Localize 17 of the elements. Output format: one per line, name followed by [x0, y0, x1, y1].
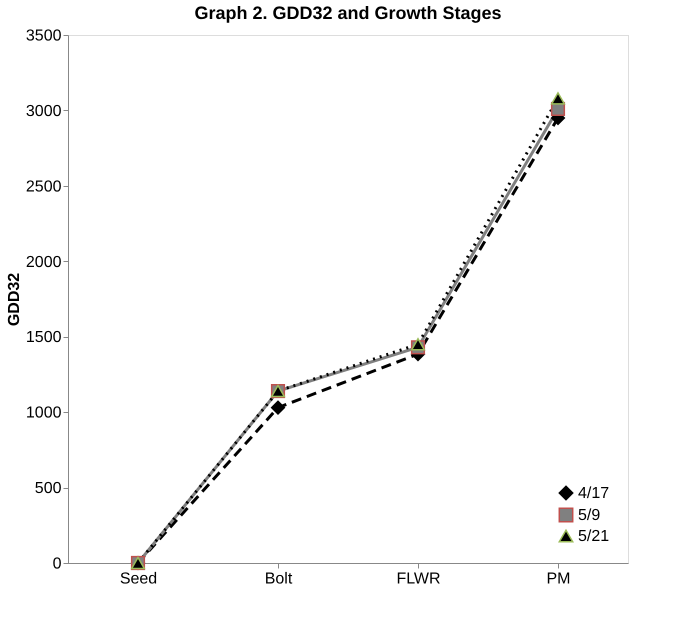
- x-tick-label: PM: [546, 570, 570, 588]
- legend-label: 4/17: [578, 485, 610, 502]
- legend-label: 5/21: [578, 528, 610, 545]
- chart-title: Graph 2. GDD32 and Growth Stages: [194, 3, 502, 23]
- x-tick-label: Bolt: [264, 570, 293, 588]
- y-tick-label: 1000: [26, 404, 62, 422]
- y-tick-label: 2500: [26, 178, 62, 196]
- y-tick-label: 3000: [26, 102, 62, 120]
- y-tick-label: 2000: [26, 254, 62, 271]
- y-tick-label: 1500: [26, 329, 62, 346]
- y-axis-title: GDD32: [6, 272, 23, 326]
- y-tick-label: 0: [52, 556, 62, 572]
- y-tick-label: 3500: [26, 28, 62, 44]
- x-tick-label: FLWR: [396, 570, 441, 588]
- legend-label: 5/9: [578, 507, 600, 524]
- x-tick-label: Seed: [120, 570, 158, 588]
- y-tick-label: 500: [34, 480, 62, 498]
